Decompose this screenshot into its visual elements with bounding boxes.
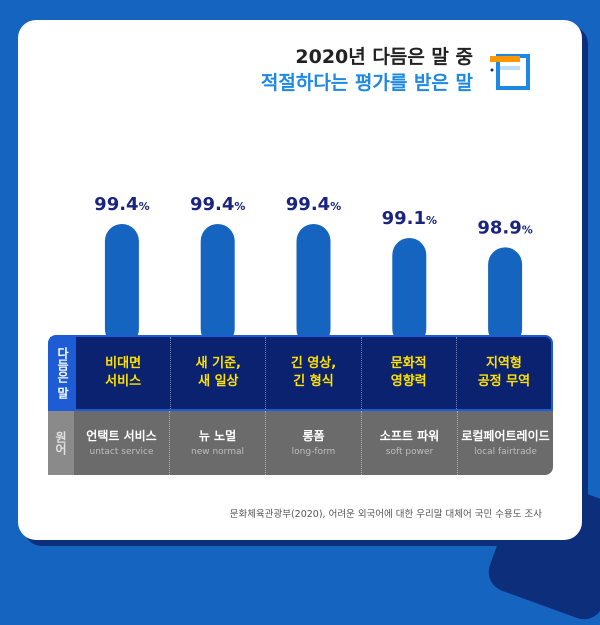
native-cell: 새 기준, 새 일상 [170,337,265,409]
original-term-row: 원어 언택트 서비스 untact service 뉴 노멀 new norma… [48,411,553,475]
book-icon [490,54,530,90]
bar-2 [200,224,235,340]
bar-3 [296,224,331,340]
original-term-en: local fairtrade [474,447,537,457]
infographic-card: 2020년 다듬은 말 중 적절하다는 평가를 받은 말 99.4% 99.4% 9… [18,20,582,540]
value-label-1: 99.4% [94,194,149,215]
original-term-ko: 뉴 노멀 [198,429,237,443]
bar-5 [488,247,523,340]
original-term-en: untact service [89,447,154,457]
native-row-label: 다듬은 말 [50,337,76,409]
original-cell: 로컬페어트레이드 local fairtrade [457,411,553,475]
original-row-label: 원어 [48,411,74,475]
native-term-row: 다듬은 말 비대면 서비스 새 기준, 새 일상 긴 영상, 긴 형식 문화적 … [48,335,553,411]
original-term-ko: 로컬페어트레이드 [461,429,550,443]
native-term: 문화적 영향력 [390,356,427,389]
title-block: 2020년 다듬은 말 중 적절하다는 평가를 받은 말 [18,44,473,96]
bar-4 [392,238,427,340]
title-line-2: 적절하다는 평가를 받은 말 [260,72,473,94]
original-term-en: long-form [291,447,336,457]
value-label-5: 98.9% [477,217,532,238]
native-term: 긴 영상, 긴 형식 [290,356,337,389]
original-cell: 뉴 노멀 new normal [169,411,265,475]
original-term-ko: 롱폼 [302,429,325,443]
native-cell: 긴 영상, 긴 형식 [265,337,360,409]
bar-1 [104,224,139,340]
original-term-ko: 언택트 서비스 [86,429,157,443]
native-cell: 문화적 영향력 [360,337,456,409]
source-note: 문화체육관광부(2020), 어려운 외국어에 대한 우리말 대체어 국민 수용… [229,509,542,520]
native-cell: 비대면 서비스 [76,337,170,409]
bar-chart: 99.4% 99.4% 99.4% 99.1% 98.9% [94,194,533,340]
original-cell: 롱폼 long-form [265,411,361,475]
value-label-4: 99.1% [382,208,437,229]
original-cell: 언택트 서비스 untact service [74,411,169,475]
original-term-en: new normal [191,447,244,457]
original-term-ko: 소프트 파워 [379,429,440,443]
native-term: 지역형 공정 무역 [477,356,531,389]
value-label-3: 99.4% [286,194,341,215]
original-term-en: soft power [385,447,434,457]
original-cell: 소프트 파워 soft power [361,411,457,475]
native-term: 비대면 서비스 [105,356,142,389]
value-label-2: 99.4% [190,194,245,215]
native-term: 새 기준, 새 일상 [195,356,241,389]
native-cell: 지역형 공정 무역 [455,337,551,409]
title-line-1: 2020년 다듬은 말 중 [295,46,473,68]
